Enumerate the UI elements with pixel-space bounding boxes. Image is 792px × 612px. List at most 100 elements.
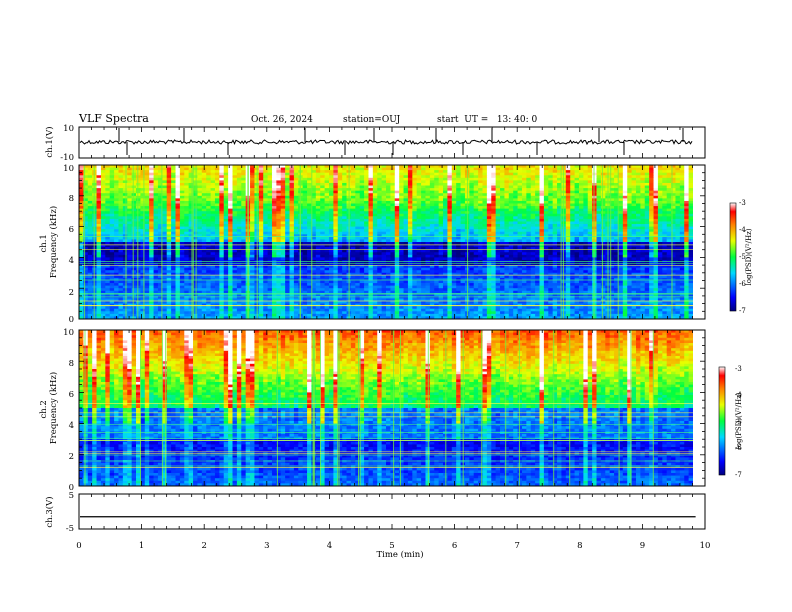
ch1-spec-cell [83, 231, 89, 235]
ch1-spec-cell [122, 234, 128, 238]
ch1-spec-cell [609, 172, 615, 176]
ch1-spec-cell [640, 218, 646, 222]
ch1-spec-cell [622, 206, 628, 210]
ch1-spec-cell [618, 224, 624, 227]
ch1-spec-cell [486, 247, 492, 251]
ch1-spec-cell [508, 193, 514, 197]
ch1-spec-cell [635, 172, 641, 176]
ch1-spec-cell [131, 200, 137, 204]
ch1-spec-cell [583, 165, 589, 168]
ch1-spec-cell [381, 236, 387, 240]
ch1-spec-cell [223, 165, 229, 168]
ch1-spec-cell [328, 190, 334, 194]
ch1-spec-cell [504, 224, 510, 227]
ch1-spec-cell [250, 239, 255, 243]
ch1-spec-cell [175, 218, 181, 222]
ch1-spec-cell [535, 185, 540, 189]
ch1-spec-cell [315, 234, 321, 238]
ch1-spec-cell [500, 190, 505, 194]
ch1-spec-cell [364, 224, 369, 227]
ch1-spec-cell [193, 221, 198, 225]
ch1-spec-cell [193, 213, 198, 217]
ch1-spec-cell [289, 172, 295, 176]
ch1-spec-cell [386, 242, 391, 245]
ch1-spec-cell [486, 175, 492, 179]
ch1-spec-cell [539, 239, 545, 243]
ch1-spec-cell [635, 185, 641, 189]
ch1-spec-cell [109, 218, 115, 222]
ch1-spec-cell [390, 218, 396, 222]
ch1-spec-cell [201, 224, 207, 227]
ch1-spec-cell [166, 170, 172, 174]
ch1-spec-cell [578, 170, 584, 174]
ch1-spec-cell [548, 206, 554, 210]
ch1-spec-cell [377, 198, 383, 202]
ch1-spec-cell [280, 193, 286, 197]
ch1-spec-cell [587, 239, 593, 243]
ch1-spec-cell [175, 180, 181, 184]
ch1-spec-cell [350, 211, 356, 215]
ch1-spec-cell [197, 200, 203, 204]
ch1-spec-cell [122, 221, 128, 225]
ch1-spec-cell [679, 193, 685, 197]
ch1-spec-cell [232, 206, 238, 210]
ch1-spec-cell [543, 175, 549, 179]
ch1-spec-cell [688, 236, 693, 240]
ch1-spec-cell [473, 195, 479, 199]
ch1-spec-cell [140, 195, 146, 199]
ch1-spec-cell [368, 177, 374, 181]
ch1-spec-cell [635, 221, 641, 225]
ch1-spec-cell [337, 185, 343, 189]
ch1-ytick-bottom: -10 [60, 153, 74, 163]
ch1-spec-cell [421, 167, 426, 171]
ch1-spec-cell [482, 252, 488, 256]
ch1-spec-cell [614, 188, 619, 192]
ch1-spec-cell [166, 167, 172, 171]
ch1-spec-cell [175, 216, 181, 220]
ch1-spec-cell [350, 177, 356, 181]
ch1-spec-cell [179, 226, 185, 230]
ch1-spec-cell [390, 195, 396, 199]
ch1-spec-cell [289, 193, 295, 197]
ch1-spec-cell [618, 175, 624, 179]
ch1-spec-cell [425, 167, 431, 171]
ch1-spec-cell [258, 175, 264, 179]
ch1-spec-cell [675, 175, 681, 179]
ch1-spec-cell [635, 247, 641, 251]
ch1-spec-cell [342, 185, 347, 189]
ch1-spec-cell [434, 249, 440, 253]
ch1-spec-cell [482, 177, 488, 181]
ch1-spec-cell [403, 231, 409, 235]
ch1-spec-cell [429, 175, 435, 179]
ch1-spec-cell [153, 167, 159, 171]
ch1-spec-cell [618, 252, 624, 256]
ch1-spec-cell [508, 200, 514, 204]
ch1-spec-cell [122, 216, 128, 220]
ch1-spec-cell [434, 229, 440, 233]
ch1-spec-cell [250, 195, 255, 199]
ch1-spec-cell [307, 218, 312, 222]
ch1-spec-cell [381, 177, 387, 181]
ch1-spec-cell [267, 170, 273, 174]
ch1-spec-cell [175, 200, 181, 204]
ch1-spec-cell [491, 213, 497, 217]
ch1-spec-cell [539, 195, 545, 199]
ch1-spec-cell [657, 182, 663, 186]
ch1-spec-cell [574, 216, 580, 220]
ch1-spec-cell [372, 198, 378, 202]
ch1-spec-cell [486, 221, 492, 225]
ch1-spec-cell [377, 244, 383, 248]
ch1-spec-cell [592, 234, 597, 238]
ch1-spec-cell [355, 221, 361, 225]
ch1-spec-cell [578, 167, 584, 171]
start-time-label: start UT = 13: 40: 0 [437, 115, 538, 125]
ch1-spec-cell [333, 213, 339, 217]
ch1-spec-cell [83, 211, 89, 215]
ch1-spec-cell [508, 180, 514, 184]
ch1-spec-cell [377, 206, 383, 210]
ch1-spec-cell [535, 182, 540, 186]
ch1-spec-cell [197, 224, 203, 227]
ch1-spec-cell [223, 252, 229, 256]
ch1-spec-cell [267, 218, 273, 222]
ch1-spec-cell [258, 216, 264, 220]
